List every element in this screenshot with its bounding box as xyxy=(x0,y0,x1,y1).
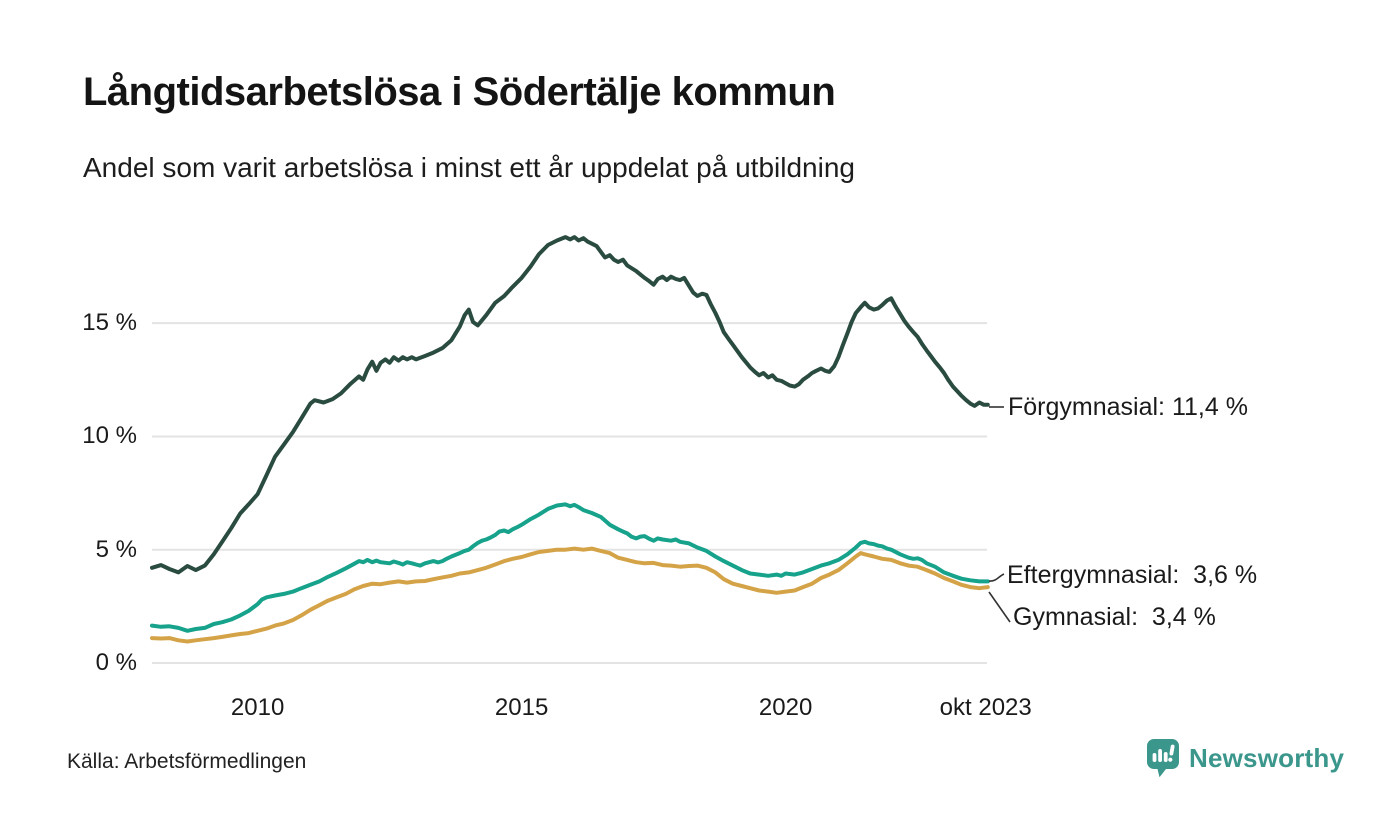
x-tick-label: 2020 xyxy=(758,694,813,721)
gridlines xyxy=(152,322,987,664)
series-label-gymnasial: Gymnasial: 3,4 % xyxy=(1013,603,1216,631)
x-tick-label: 2010 xyxy=(230,694,285,721)
x-tick-label: okt 2023 xyxy=(939,694,1032,721)
leader-gymnasial xyxy=(988,591,1011,623)
series-label-forgymnasial: Förgymnasial: 11,4 % xyxy=(1008,393,1248,421)
line-förgymnasial xyxy=(150,235,990,575)
newsworthy-wordmark: Newsworthy xyxy=(1189,742,1345,773)
newsworthy-bubble-chart-icon xyxy=(1146,738,1180,778)
line-eftergymnasial xyxy=(150,502,990,633)
line-gymnasial xyxy=(150,546,990,644)
x-tick-label: 2015 xyxy=(494,694,549,721)
series-lines xyxy=(150,235,990,644)
newsworthy-logo: Newsworthy xyxy=(1146,738,1344,778)
y-tick-label: 0 % xyxy=(95,649,137,676)
leader-eftergymnasial xyxy=(988,573,1005,582)
y-tick-label: 5 % xyxy=(95,535,137,563)
source-note: Källa: Arbetsförmedlingen xyxy=(67,750,307,773)
series-label-eftergymnasial: Eftergymnasial: 3,6 % xyxy=(1007,561,1258,589)
chart-subtitle: Andel som varit arbetslösa i minst ett å… xyxy=(83,152,855,183)
page-title: Långtidsarbetslösa i Södertälje kommun xyxy=(83,70,836,114)
y-tick-label: 10 % xyxy=(82,422,137,450)
label-leader-lines xyxy=(988,406,1011,623)
y-tick-label: 15 % xyxy=(82,309,137,337)
